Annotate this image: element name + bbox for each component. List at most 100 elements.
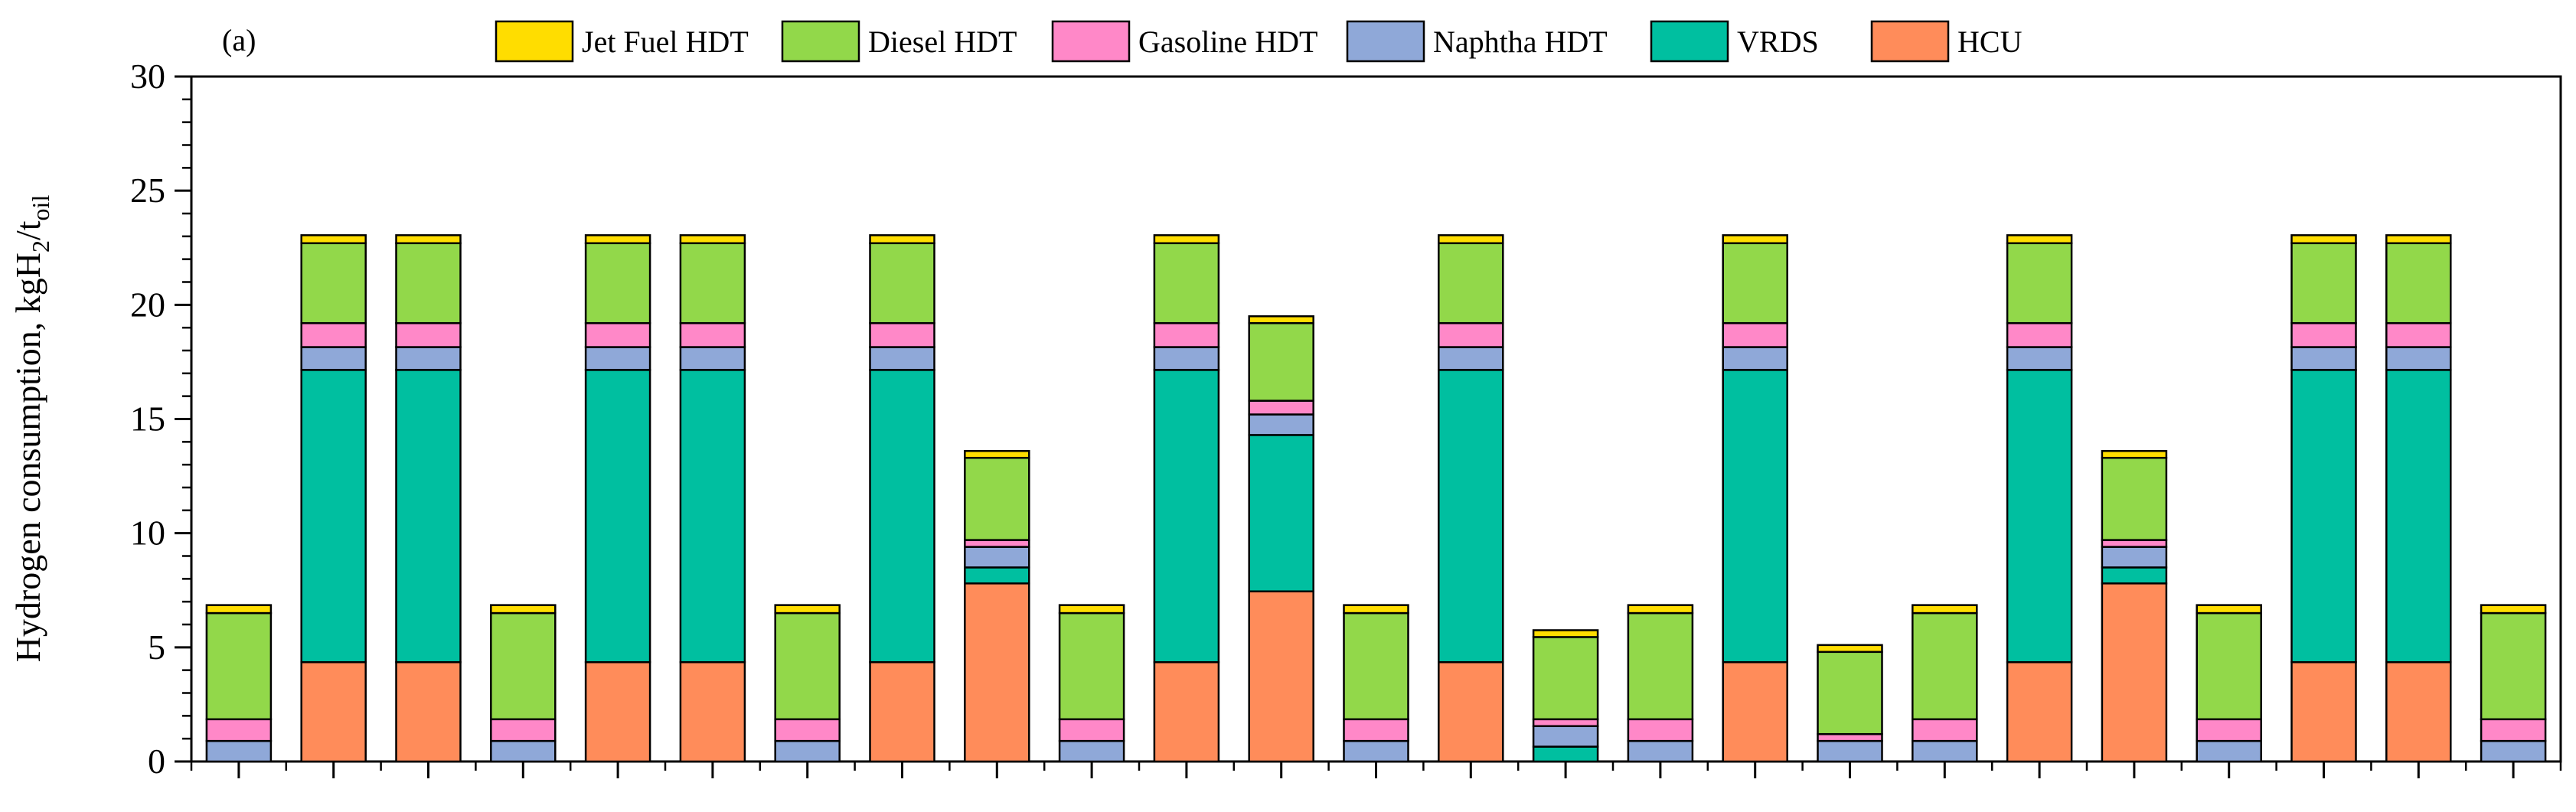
bar-segment-naphtha-hdt-25 [2480,739,2547,763]
y-tick-label: 5 [148,628,165,667]
bar-segment-diesel-hdt-21 [2101,456,2168,541]
bar-segment-gasoline-hdt-11 [1153,321,1220,348]
legend-swatch-jet-fuel-hdt [495,20,574,63]
bar-segment-gasoline-hdt-14 [1438,321,1504,348]
bar-segment-hcu-3 [395,660,462,763]
bar-segment-naphtha-hdt-18 [1817,739,1883,763]
bar-segment-naphtha-hdt-22 [2196,739,2262,763]
bar-segment-diesel-hdt-24 [2385,242,2452,324]
bar-segment-vrds-6 [679,369,746,664]
bar-segment-hcu-23 [2290,660,2357,763]
bar-segment-hcu-24 [2385,660,2452,763]
y-axis-title-mid: /t [8,220,47,240]
bar-segment-jet-fuel-hdt-11 [1153,234,1220,245]
bar-segment-diesel-hdt-11 [1153,242,1220,324]
bar-segment-naphtha-hdt-15 [1532,725,1599,748]
bar-segment-vrds-24 [2385,369,2452,664]
bar-segment-vrds-8 [869,369,935,664]
bar-segment-jet-fuel-hdt-15 [1532,629,1599,638]
bar-segment-gasoline-hdt-4 [490,718,557,742]
bar-segment-naphtha-hdt-11 [1153,346,1220,371]
y-axis-title: Hydrogen consumption, kgH2/toil [8,195,54,663]
bar-segment-diesel-hdt-1 [205,611,273,721]
legend-label-hcu: HCU [1957,24,2023,59]
bar-segment-jet-fuel-hdt-18 [1817,644,1883,654]
bar-segment-gasoline-hdt-5 [584,321,651,348]
bar-segment-naphtha-hdt-21 [2101,546,2168,569]
bar-segment-jet-fuel-hdt-3 [395,234,462,245]
bar-segment-gasoline-hdt-16 [1627,718,1694,742]
bar-segment-naphtha-hdt-14 [1438,346,1504,371]
bar-segment-vrds-23 [2290,369,2357,664]
bar-segment-jet-fuel-hdt-6 [679,234,746,245]
bar-segment-jet-fuel-hdt-16 [1627,604,1694,615]
y-tick-label: 10 [130,514,165,553]
bar-segment-gasoline-hdt-20 [2006,321,2073,348]
bar-segment-diesel-hdt-17 [1722,242,1788,324]
bar-segment-diesel-hdt-10 [1058,611,1125,721]
bar-segment-jet-fuel-hdt-1 [205,604,273,615]
bar-segment-jet-fuel-hdt-25 [2480,604,2547,615]
bar-segment-vrds-11 [1153,369,1220,664]
y-tick-label: 20 [130,285,165,324]
bar-segment-gasoline-hdt-23 [2290,321,2357,348]
legend-label-vrds: VRDS [1737,24,1819,59]
bar-segment-naphtha-hdt-7 [774,739,841,763]
bar-segment-vrds-15 [1532,745,1599,763]
y-tick-label: 25 [130,171,165,210]
bar-segment-jet-fuel-hdt-19 [1912,604,1978,615]
y-tick-label: 30 [130,57,165,96]
bar-segment-jet-fuel-hdt-20 [2006,234,2073,245]
bar-segment-diesel-hdt-9 [964,456,1030,541]
bar-segment-naphtha-hdt-5 [584,346,651,371]
bar-segment-gasoline-hdt-22 [2196,718,2262,742]
legend-label-diesel-hdt: Diesel HDT [868,24,1017,59]
bar-segment-hcu-20 [2006,660,2073,763]
bar-segment-hcu-14 [1438,660,1504,763]
bar-segment-gasoline-hdt-6 [679,321,746,348]
y-axis-title-main: Hydrogen consumption, kgH [8,253,47,662]
y-tick-label: 0 [148,742,165,781]
bar-segment-jet-fuel-hdt-4 [490,604,557,615]
legend: Jet Fuel HDT Diesel HDT Gasoline HDT Naphth… [495,20,2023,63]
bar-segment-diesel-hdt-4 [490,611,557,721]
legend-swatch-gasoline-hdt [1051,20,1131,63]
bar-segment-diesel-hdt-19 [1912,611,1978,721]
bar-segment-diesel-hdt-25 [2480,611,2547,721]
bar-segment-hcu-11 [1153,660,1220,763]
bar-segment-diesel-hdt-7 [774,611,841,721]
bar-segment-naphtha-hdt-16 [1627,739,1694,763]
bar-segment-vrds-9 [964,566,1030,585]
bar-segment-diesel-hdt-15 [1532,636,1599,721]
legend-label-jet-fuel-hdt: Jet Fuel HDT [582,24,749,59]
y-axis-title-sub1: 2 [27,240,54,253]
bar-segment-gasoline-hdt-12 [1248,399,1314,416]
bar-segment-gasoline-hdt-24 [2385,321,2452,348]
bar-segment-jet-fuel-hdt-24 [2385,234,2452,245]
bar-segment-naphtha-hdt-24 [2385,346,2452,371]
legend-label-naphtha-hdt: Naphtha HDT [1433,24,1608,59]
bar-segment-gasoline-hdt-1 [205,718,273,742]
legend-swatch-diesel-hdt [781,20,860,63]
bar-segment-diesel-hdt-8 [869,242,935,324]
bar-segment-vrds-12 [1248,434,1314,592]
bar-segment-hcu-6 [679,660,746,763]
bar-segment-jet-fuel-hdt-8 [869,234,935,245]
bar-segment-hcu-8 [869,660,935,763]
bar-segment-naphtha-hdt-12 [1248,413,1314,436]
bar-segment-naphtha-hdt-2 [300,346,367,371]
bar-segment-hcu-21 [2101,582,2168,763]
bar-segment-gasoline-hdt-25 [2480,718,2547,742]
bar-segment-jet-fuel-hdt-23 [2290,234,2357,245]
bar-segment-gasoline-hdt-17 [1722,321,1788,348]
bar-segment-jet-fuel-hdt-22 [2196,604,2262,615]
bar-segment-diesel-hdt-2 [300,242,367,324]
bar-segment-hcu-9 [964,582,1030,763]
bar-segment-naphtha-hdt-23 [2290,346,2357,371]
bar-segment-gasoline-hdt-15 [1532,718,1599,728]
bar-segment-jet-fuel-hdt-10 [1058,604,1125,615]
bar-segment-vrds-14 [1438,369,1504,664]
bar-segment-diesel-hdt-18 [1817,651,1883,735]
bar-segment-jet-fuel-hdt-7 [774,604,841,615]
bar-segment-naphtha-hdt-20 [2006,346,2073,371]
